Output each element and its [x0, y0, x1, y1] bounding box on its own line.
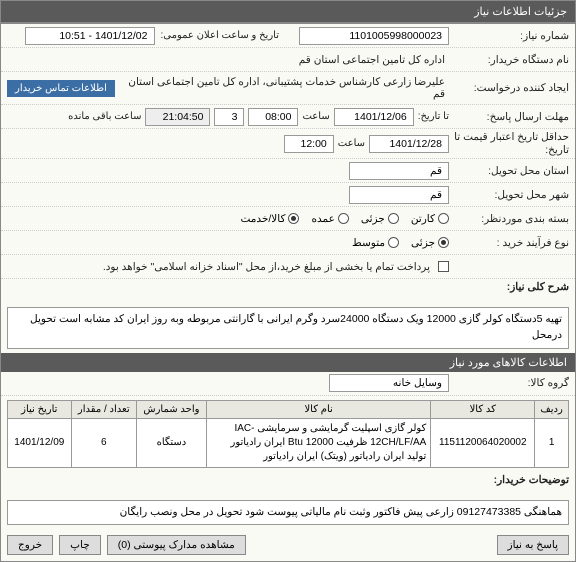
- goods-table: ردیف کد کالا نام کالا واحد شمارش تعداد /…: [7, 400, 569, 468]
- buyer-value: اداره کل تامین اجتماعی استان قم: [295, 52, 449, 68]
- remaining-text: ساعت باقی مانده: [68, 111, 141, 122]
- buyer-notes-label: توضیحات خریدار:: [449, 474, 569, 486]
- requester-value: علیرضا زارعی کارشناس خدمات پشتیبانی، ادا…: [119, 74, 449, 102]
- cell-name: کولر گازی اسپلیت گرمایشی و سرمایشی IAC-1…: [206, 418, 430, 467]
- col-idx: ردیف: [535, 400, 569, 418]
- col-code: کد کالا: [431, 400, 535, 418]
- packing-label: بسته بندی موردنظر:: [449, 213, 569, 225]
- group-label: گروه کالا:: [449, 377, 569, 389]
- radio-service[interactable]: [288, 213, 299, 224]
- col-date: تاریخ نیاز: [8, 400, 72, 418]
- until-label: تا تاریخ:: [418, 111, 449, 122]
- print-button[interactable]: چاپ: [59, 535, 101, 555]
- respond-button[interactable]: پاسخ به نیاز: [497, 535, 569, 555]
- city-value: قم: [349, 186, 449, 204]
- validity-date: 1401/12/28: [369, 135, 449, 153]
- validity-label: حداقل تاریخ اعتبار قیمت تا تاریخ:: [449, 131, 569, 156]
- cell-code: 1151120064020002: [431, 418, 535, 467]
- payment-checkbox[interactable]: [438, 261, 449, 272]
- contact-button[interactable]: اطلاعات تماس خریدار: [7, 80, 115, 97]
- header-title: جزئیات اطلاعات نیاز: [474, 6, 567, 18]
- radio-partial[interactable]: [388, 213, 399, 224]
- announce-value: 1401/12/02 - 10:51: [25, 27, 155, 45]
- cell-idx: 1: [535, 418, 569, 467]
- col-qty: تعداد / مقدار: [71, 400, 136, 418]
- goods-section-title: اطلاعات کالاهای مورد نیاز: [1, 353, 575, 372]
- time-label-1: ساعت: [302, 111, 329, 122]
- main-container: شماره نیاز: 1101005998000023 تاریخ و ساع…: [0, 23, 576, 562]
- radio-carton[interactable]: [438, 213, 449, 224]
- table-row: 1 1151120064020002 کولر گازی اسپلیت گرما…: [8, 418, 569, 467]
- need-number-label: شماره نیاز:: [449, 30, 569, 42]
- cell-qty: 6: [71, 418, 136, 467]
- deadline-label: مهلت ارسال پاسخ:: [449, 111, 569, 123]
- days-value: 3: [214, 108, 244, 126]
- radio-bulk[interactable]: [338, 213, 349, 224]
- cell-date: 1401/12/09: [8, 418, 72, 467]
- validity-time: 12:00: [284, 135, 334, 153]
- province-label: استان محل تحویل:: [449, 165, 569, 177]
- cell-unit: دستگاه: [136, 418, 206, 467]
- attachments-button[interactable]: مشاهده مدارک پیوستی (0): [107, 535, 246, 555]
- col-unit: واحد شمارش: [136, 400, 206, 418]
- announce-label: تاریخ و ساعت اعلان عمومی:: [161, 30, 280, 41]
- packing-options: کارتن جزئی عمده کالا/خدمت: [240, 213, 449, 225]
- radio-medium[interactable]: [388, 237, 399, 248]
- page-header: جزئیات اطلاعات نیاز: [0, 0, 576, 23]
- requester-label: ایجاد کننده درخواست:: [449, 82, 569, 94]
- payment-text: پرداخت تمام یا بخشی از مبلغ خرید،از محل …: [99, 259, 434, 275]
- col-name: نام کالا: [206, 400, 430, 418]
- process-options: جزئی متوسط: [352, 237, 449, 249]
- remaining-timer: 21:04:50: [145, 108, 210, 126]
- province-value: قم: [349, 162, 449, 180]
- desc-text: تهیه 5دستگاه کولر گازی 12000 ویک دستگاه …: [7, 307, 569, 349]
- deadline-date: 1401/12/06: [334, 108, 414, 126]
- exit-button[interactable]: خروج: [7, 535, 53, 555]
- buyer-notes-text: هماهنگی 09127473385 زارعی پیش فاکتور وثب…: [7, 500, 569, 526]
- city-label: شهر محل تحویل:: [449, 189, 569, 201]
- buyer-label: نام دستگاه خریدار:: [449, 54, 569, 66]
- desc-label: شرح کلی نیاز:: [449, 281, 569, 293]
- process-label: نوع فرآیند خرید :: [449, 237, 569, 249]
- group-value: وسایل خانه: [329, 374, 449, 392]
- deadline-time: 08:00: [248, 108, 298, 126]
- radio-minor[interactable]: [438, 237, 449, 248]
- need-number-value: 1101005998000023: [299, 27, 449, 45]
- time-label-2: ساعت: [338, 138, 365, 149]
- table-header-row: ردیف کد کالا نام کالا واحد شمارش تعداد /…: [8, 400, 569, 418]
